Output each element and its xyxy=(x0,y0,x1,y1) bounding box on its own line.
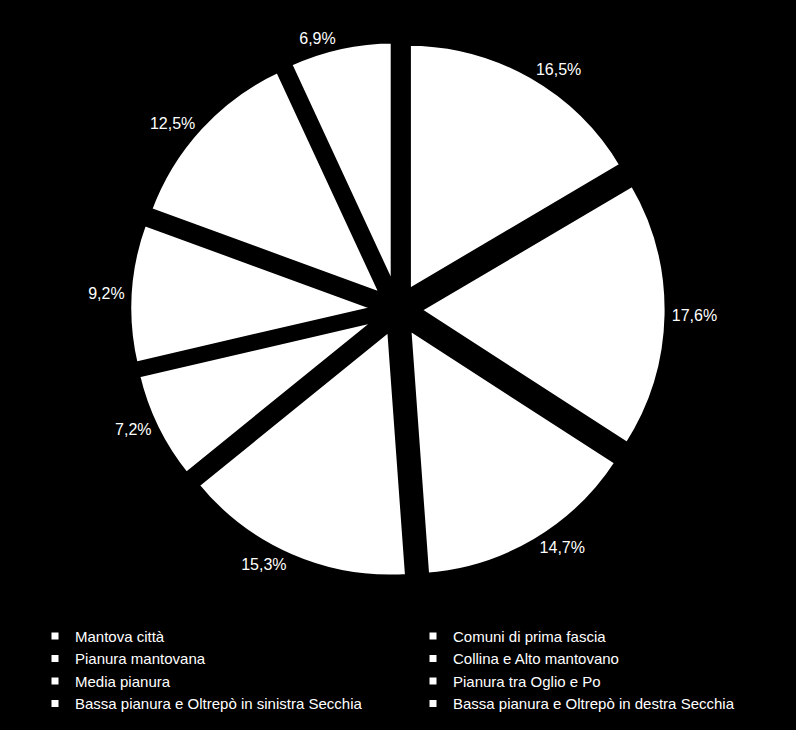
svg-text:Pianura mantovana: Pianura mantovana xyxy=(75,650,206,667)
svg-text:12,5%: 12,5% xyxy=(150,115,195,132)
svg-text:Comuni di prima fascia: Comuni di prima fascia xyxy=(453,628,606,645)
svg-text:9,2%: 9,2% xyxy=(88,285,124,302)
svg-text:Media pianura: Media pianura xyxy=(75,673,171,690)
svg-text:Bassa pianura e Oltrepò in sin: Bassa pianura e Oltrepò in sinistra Secc… xyxy=(75,695,362,712)
svg-text:6,9%: 6,9% xyxy=(299,30,335,47)
svg-text:Collina e Alto mantovano: Collina e Alto mantovano xyxy=(453,650,619,667)
svg-text:16,5%: 16,5% xyxy=(536,61,581,78)
svg-text:7,2%: 7,2% xyxy=(115,421,151,438)
svg-text:15,3%: 15,3% xyxy=(241,556,286,573)
svg-text:14,7%: 14,7% xyxy=(540,539,585,556)
svg-text:Pianura tra Oglio e Po: Pianura tra Oglio e Po xyxy=(453,673,601,690)
svg-text:Mantova città: Mantova città xyxy=(75,628,165,645)
svg-text:17,6%: 17,6% xyxy=(672,307,717,324)
svg-text:Bassa pianura e Oltrepò in des: Bassa pianura e Oltrepò in destra Secchi… xyxy=(453,695,735,712)
